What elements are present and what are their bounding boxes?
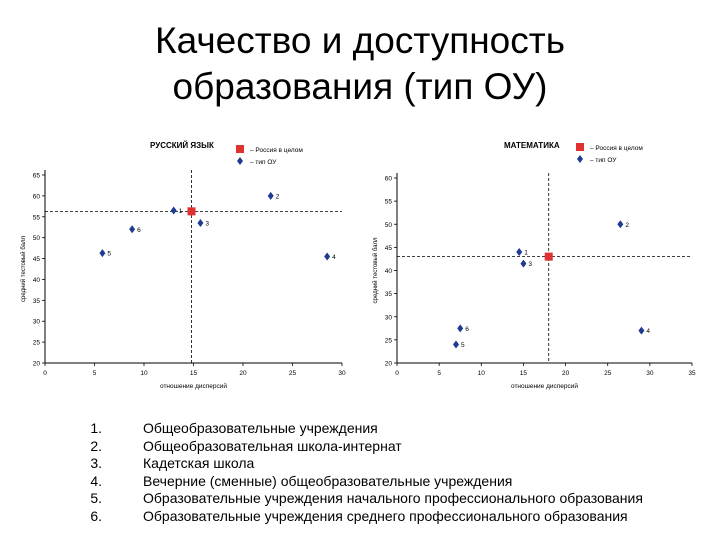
data-point-type-2 [267,191,274,200]
data-label-type-2: 2 [276,193,280,200]
list-item-text: Образовательные учреждения среднего проф… [143,507,628,524]
data-point-type-3 [197,219,204,228]
data-point-type-5 [453,340,459,349]
y-tick-label: 20 [33,361,41,368]
legend-marker-russia [576,143,584,151]
list-item: 3. Кадетская школа [40,455,710,473]
data-point-russia [544,252,553,261]
y-tick-label: 55 [33,214,41,221]
x-tick-label: 5 [93,370,97,377]
x-axis-label: отношение дисперсий [160,382,227,390]
chart-math: МАТЕМАТИКА – Россия в целом– тип ОУ202530… [372,141,696,390]
list-item: 4. Вечерние (сменные) общеобразовательны… [40,473,710,491]
y-tick-label: 45 [385,245,393,252]
x-tick-label: 15 [190,370,198,377]
school-type-list: 1. Общеобразовательные учреждения 2. Общ… [40,420,710,525]
slide-title: Качество и доступность образования (тип … [0,18,720,110]
list-item-number: 6. [90,507,102,524]
y-tick-label: 35 [385,291,393,298]
data-point-type-4 [638,326,645,335]
data-point-type-1 [170,206,177,215]
list-item-text: Общеобразовательная школа-интернат [143,437,402,454]
data-label-type-3: 3 [205,221,209,228]
legend-label-russia: – Россия в целом [590,145,643,152]
y-axis-label: средний тестовый балл [20,236,27,302]
list-item: 5. Образовательные учреждения начального… [40,490,710,508]
chart-title: РУССКИЙ ЯЗЫК [150,141,214,150]
x-tick-label: 35 [688,370,696,377]
data-point-russia [187,207,196,216]
y-tick-label: 30 [33,319,41,326]
data-label-type-4: 4 [646,328,650,335]
y-axis-label: средний тестовый балл [372,237,379,303]
list-item-number: 1. [90,420,102,436]
x-tick-label: 10 [478,370,486,377]
x-tick-label: 20 [239,370,247,377]
data-label-type-2: 2 [625,222,629,229]
list-item: 1. Общеобразовательные учреждения [40,420,710,438]
legend-marker-russia [236,145,244,153]
data-label-type-4: 4 [332,254,336,261]
x-axis-label: отношение дисперсий [511,382,578,390]
y-tick-label: 45 [33,256,41,263]
list-item: 6. Образовательные учреждения среднего п… [40,508,710,526]
data-label-type-1: 1 [179,208,183,215]
y-tick-label: 20 [385,361,393,368]
list-item-number: 3. [90,455,102,471]
data-label-type-5: 5 [107,251,111,258]
x-tick-label: 20 [562,370,570,377]
list-item-number: 2. [90,437,102,454]
title-line-2: образования (тип ОУ) [172,66,548,107]
chart-title: МАТЕМАТИКА [504,141,560,150]
y-tick-label: 50 [385,222,393,229]
data-label-type-5: 5 [461,342,465,349]
legend-label-russia: – Россия в целом [250,147,303,154]
data-point-type-6 [129,225,136,234]
y-tick-label: 25 [385,337,393,344]
list-item-number: 4. [90,472,102,489]
y-tick-label: 65 [33,173,41,180]
x-tick-label: 25 [289,370,297,377]
data-point-type-6 [457,324,464,333]
y-tick-label: 50 [33,235,41,242]
legend-marker-type [577,155,583,163]
x-tick-label: 10 [140,370,148,377]
data-point-type-1 [516,248,523,256]
x-tick-label: 0 [43,370,47,377]
legend-label-type: – тип ОУ [590,157,617,164]
list-item-number: 5. [90,490,102,506]
y-tick-label: 35 [33,298,41,305]
data-point-type-5 [99,249,106,258]
data-point-type-2 [617,220,624,229]
list-item-text: Вечерние (сменные) общеобразовательные у… [143,472,513,489]
y-tick-label: 60 [33,193,41,200]
chart-russian: РУССКИЙ ЯЗЫК– Россия в целом– тип ОУ2025… [20,141,346,390]
data-point-type-3 [520,259,527,268]
x-tick-label: 15 [520,370,528,377]
x-tick-label: 30 [338,370,346,377]
y-tick-label: 60 [385,176,393,183]
x-tick-label: 5 [437,370,441,377]
data-label-type-3: 3 [528,261,532,268]
y-tick-label: 40 [33,277,41,284]
title-line-1: Качество и доступность [155,20,565,61]
y-tick-label: 25 [33,340,41,347]
data-label-type-6: 6 [137,227,141,234]
y-tick-label: 55 [385,199,393,206]
data-label-type-1: 1 [524,250,528,257]
x-tick-label: 25 [604,370,612,377]
list-item: 2. Общеобразовательная школа-интернат [40,438,710,456]
data-label-type-6: 6 [465,326,469,333]
y-tick-label: 40 [385,268,393,275]
legend-label-type: – тип ОУ [250,159,277,166]
list-item-text: Кадетская школа [143,455,255,471]
data-point-type-4 [324,252,331,261]
list-item-text: Образовательные учреждения начального пр… [143,490,643,506]
x-tick-label: 30 [646,370,654,377]
list-item-text: Общеобразовательные учреждения [143,420,378,436]
legend-marker-type [237,157,243,165]
x-tick-label: 0 [395,370,399,377]
y-tick-label: 30 [385,314,393,321]
